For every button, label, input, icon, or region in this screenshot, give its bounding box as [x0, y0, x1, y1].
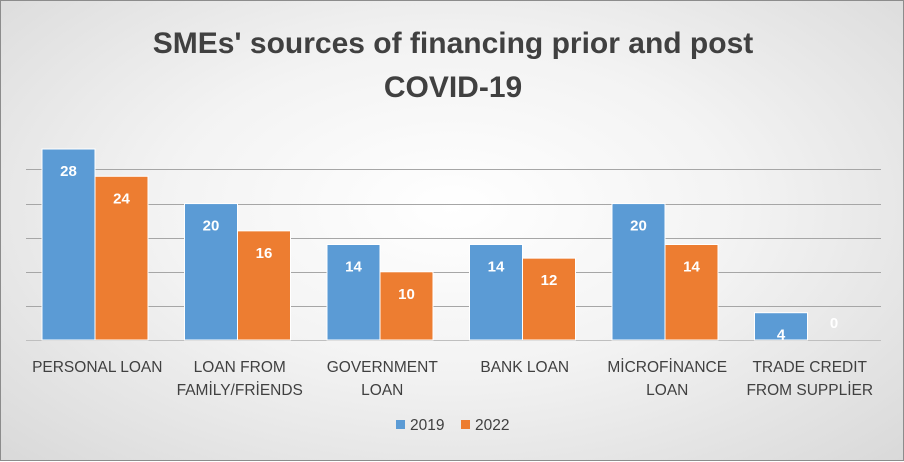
data-label-2022: 16 [256, 245, 273, 262]
data-label-2019: 4 [777, 327, 786, 344]
legend-label-2022: 2022 [475, 417, 509, 434]
data-label-2019: 20 [203, 218, 220, 235]
category-label: LOAN [646, 382, 688, 399]
data-label-2019: 14 [488, 259, 505, 276]
data-label-2022: 24 [113, 190, 130, 207]
legend-label-2019: 2019 [410, 417, 444, 434]
chart-title-line: COVID-19 [384, 71, 522, 104]
bar-2022 [523, 258, 576, 340]
data-labels: 28 24 20 16 14 10 14 12 20 14 4 0 [60, 163, 838, 344]
legend: 2019 2022 [396, 417, 509, 434]
data-label-2022: 12 [541, 272, 558, 289]
gridlines [26, 170, 881, 341]
category-label: BANK LOAN [480, 359, 569, 376]
category-label: LOAN [361, 382, 403, 399]
category-label: TRADE CREDIT [752, 359, 867, 376]
legend-swatch-2019 [396, 420, 405, 429]
category-label: GOVERNMENT [327, 359, 439, 376]
bars [42, 149, 808, 340]
data-label-2022: 10 [398, 286, 415, 303]
data-label-2019: 20 [630, 218, 647, 235]
chart-title-line: SMEs' sources of financing prior and pos… [153, 27, 754, 60]
category-label: LOAN FROM [194, 359, 286, 376]
data-label-2019: 28 [60, 163, 77, 180]
chart-title: SMEs' sources of financing prior and pos… [153, 27, 754, 104]
category-labels: PERSONAL LOAN LOAN FROM FAMİLY/FRİENDS GOVE… [32, 358, 873, 399]
category-label: PERSONAL LOAN [32, 359, 162, 376]
legend-swatch-2022 [461, 420, 470, 429]
bar-2022 [380, 272, 433, 340]
category-label: MİCROFİNANCE [607, 358, 727, 376]
data-label-2019: 14 [345, 259, 362, 276]
category-label: FROM SUPPLİER [746, 381, 873, 399]
data-label-2022: 0 [830, 315, 838, 332]
data-label-2022: 14 [683, 259, 700, 276]
category-label: FAMİLY/FRİENDS [177, 381, 303, 399]
